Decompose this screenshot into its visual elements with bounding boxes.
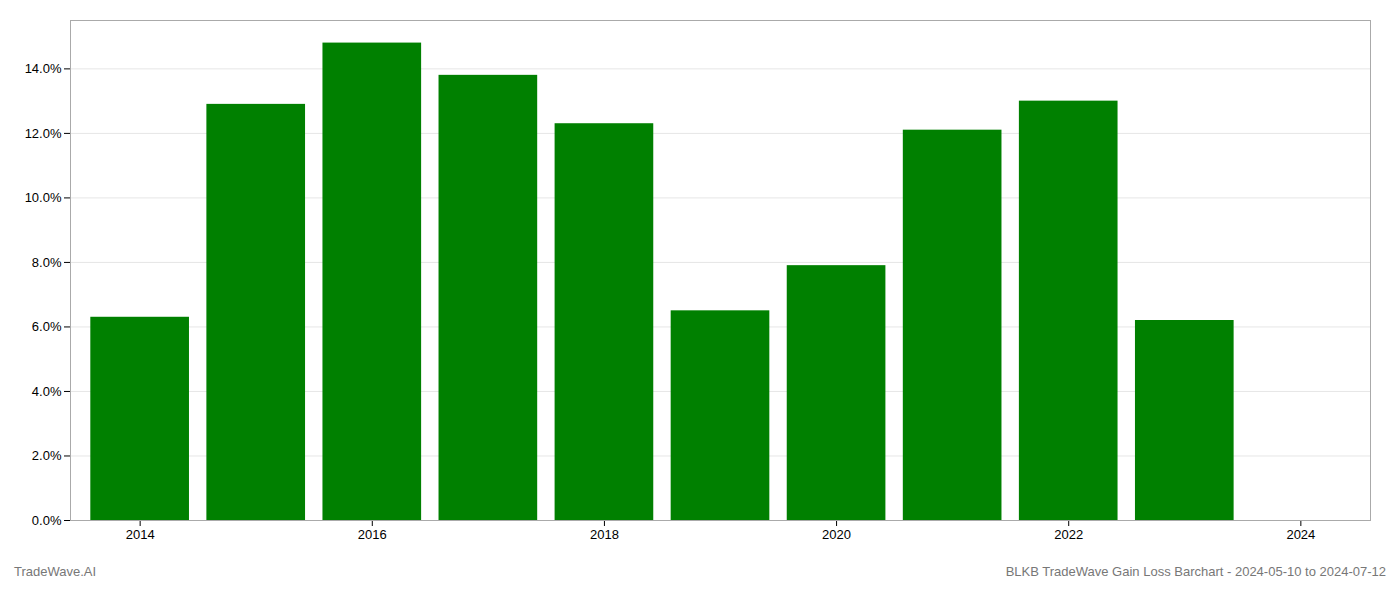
svg-text:0.0%: 0.0% [32, 513, 62, 528]
svg-text:2020: 2020 [822, 527, 851, 542]
html-text:TradeWave.AI: TradeWave.AI [14, 564, 97, 579]
svg-text:2018: 2018 [590, 527, 619, 542]
svg-text:14.0%: 14.0% [25, 61, 62, 76]
svg-text:10.0%: 10.0% [25, 190, 62, 205]
svg-text:2016: 2016 [358, 527, 387, 542]
svg-text:4.0%: 4.0% [32, 384, 62, 399]
svg-text:2.0%: 2.0% [32, 448, 62, 463]
svg-text:2024: 2024 [1286, 527, 1315, 542]
svg-text:6.0%: 6.0% [32, 319, 62, 334]
svg-text:8.0%: 8.0% [32, 255, 62, 270]
svg-text:2014: 2014 [126, 527, 155, 542]
svg-text:12.0%: 12.0% [25, 126, 62, 141]
svg-text:2022: 2022 [1054, 527, 1083, 542]
html-text:BLKB TradeWave Gain Loss Barch: BLKB TradeWave Gain Loss Barchart - 2024… [1005, 564, 1386, 579]
